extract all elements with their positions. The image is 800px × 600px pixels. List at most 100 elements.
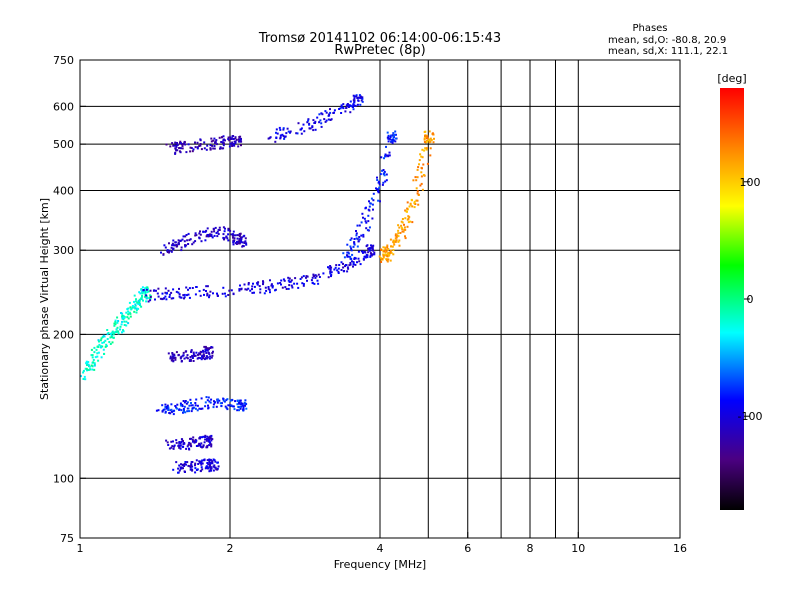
x-tick-label: 4	[377, 542, 384, 555]
data-point	[172, 413, 175, 416]
data-point	[236, 234, 239, 237]
data-point	[139, 304, 141, 307]
data-point	[422, 163, 425, 166]
data-point	[368, 200, 370, 203]
data-point	[217, 228, 220, 231]
data-point	[199, 445, 202, 448]
data-point	[268, 288, 271, 291]
data-point	[229, 404, 231, 407]
data-point	[240, 238, 243, 240]
data-point	[282, 278, 285, 281]
data-point	[421, 188, 424, 191]
data-point	[218, 399, 221, 402]
data-point	[194, 462, 197, 465]
data-point	[355, 94, 358, 97]
data-point	[418, 159, 421, 162]
data-point	[188, 465, 191, 468]
data-point	[200, 407, 203, 410]
data-point	[194, 234, 197, 237]
data-point	[209, 441, 211, 444]
data-point	[244, 288, 247, 291]
data-point	[392, 132, 395, 135]
data-point	[125, 324, 128, 327]
data-point	[84, 378, 87, 381]
data-point	[162, 408, 165, 411]
data-point	[386, 246, 389, 249]
data-point	[161, 292, 164, 295]
data-point	[141, 294, 143, 297]
data-point	[227, 138, 230, 141]
data-point	[178, 287, 180, 290]
data-point	[130, 308, 133, 310]
data-point	[145, 288, 148, 291]
data-point	[155, 409, 158, 412]
data-point	[372, 192, 375, 195]
data-point	[350, 260, 353, 263]
data-point	[306, 279, 308, 282]
data-point	[186, 354, 189, 357]
data-point	[206, 227, 209, 230]
data-point	[209, 462, 212, 464]
data-point	[377, 199, 380, 202]
data-point	[245, 407, 248, 410]
data-point	[171, 242, 174, 245]
data-point	[396, 234, 399, 237]
data-point	[159, 297, 162, 300]
gridlines	[80, 60, 680, 538]
data-point	[164, 246, 167, 249]
data-point	[387, 258, 390, 261]
data-point	[346, 270, 349, 273]
data-point	[340, 112, 343, 114]
data-point	[397, 235, 400, 238]
data-point	[413, 206, 416, 209]
data-point	[307, 118, 310, 121]
data-point	[310, 279, 313, 282]
data-point	[215, 232, 218, 234]
data-point	[113, 322, 116, 325]
data-point	[425, 148, 428, 151]
data-point	[137, 299, 140, 302]
data-point	[189, 398, 192, 401]
data-point	[397, 229, 400, 232]
data-point	[392, 241, 395, 243]
data-point	[280, 279, 283, 282]
data-point	[220, 402, 223, 405]
data-point	[409, 203, 412, 206]
data-point	[218, 226, 221, 229]
data-point	[202, 459, 205, 462]
data-point	[178, 408, 181, 411]
data-point	[222, 399, 225, 402]
data-point	[201, 468, 204, 471]
data-point	[385, 179, 388, 182]
data-point	[349, 255, 352, 258]
data-point	[106, 329, 109, 331]
data-point	[358, 260, 361, 263]
data-point	[175, 406, 178, 409]
data-point	[364, 220, 367, 223]
data-point	[368, 205, 371, 208]
data-point	[216, 398, 219, 401]
data-point	[100, 356, 103, 359]
data-point	[416, 199, 419, 202]
data-point	[85, 367, 88, 370]
data-point	[237, 242, 240, 245]
data-point	[167, 289, 170, 292]
data-point	[202, 353, 205, 356]
data-point	[210, 140, 213, 143]
data-point	[429, 140, 432, 143]
data-point	[270, 284, 273, 287]
data-point	[389, 134, 392, 137]
data-point	[183, 240, 186, 243]
data-point	[176, 244, 179, 247]
data-point	[198, 442, 201, 445]
data-point	[195, 234, 198, 237]
data-point	[308, 123, 311, 126]
data-point	[283, 137, 286, 140]
data-point	[333, 268, 336, 271]
data-point	[353, 95, 356, 98]
data-point	[385, 145, 387, 148]
data-point	[180, 249, 183, 252]
data-point	[381, 169, 384, 172]
x-tick-label: 1	[77, 542, 84, 555]
